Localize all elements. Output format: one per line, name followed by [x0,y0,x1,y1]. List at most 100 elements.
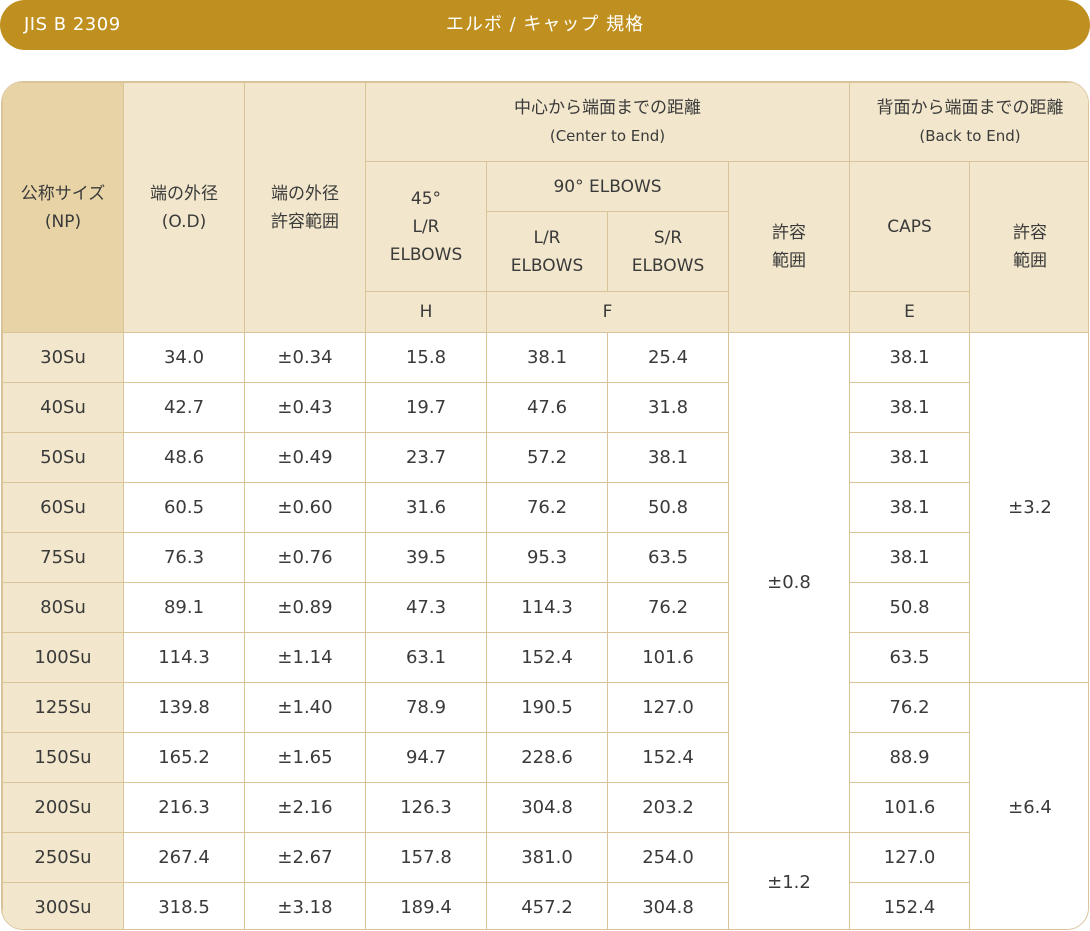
e-cell: 101.6 [849,782,970,833]
header-outer-diameter: 端の外径 (O.D) [123,82,245,333]
header-90-sr-elbows: S/R ELBOWS [607,211,729,292]
h-cell: 126.3 [365,782,487,833]
nominal-size-cell: 250Su [2,832,124,883]
e-cell: 50.8 [849,582,970,633]
spec-table-container: 公称サイズ (NP) 端の外径 (O.D) 端の外径 許容範囲 中心から端面までの距離… [1,81,1089,930]
f-sr-cell: 254.0 [607,832,729,883]
f-sr-cell: 50.8 [607,482,729,533]
od-tolerance-cell: ±0.34 [244,332,366,383]
table-row: 80Su 89.1 ±0.89 47.3 114.3 76.2 50.8 [2,582,1089,633]
f-sr-cell: 304.8 [607,882,729,929]
od-tolerance-cell: ±2.67 [244,832,366,883]
f-sr-cell: 63.5 [607,532,729,583]
f-lr-cell: 228.6 [486,732,608,783]
od-tolerance-cell: ±2.16 [244,782,366,833]
table-row: 250Su 267.4 ±2.67 157.8 381.0 254.0 ±1.2… [2,832,1089,929]
nominal-size-cell: 40Su [2,382,124,433]
od-cell: 114.3 [123,632,245,683]
f-lr-cell: 381.0 [486,832,608,883]
header-back-to-end: 背面から端面までの距離 (Back to End) [849,82,1088,162]
standard-code: JIS B 2309 [24,14,121,35]
od-tolerance-cell: ±0.60 [244,482,366,533]
table-row: 200Su 216.3 ±2.16 126.3 304.8 203.2 101.… [2,782,1089,833]
f-lr-cell: 190.5 [486,682,608,733]
f-lr-cell: 47.6 [486,382,608,433]
f-sr-cell: 31.8 [607,382,729,433]
f-lr-cell: 152.4 [486,632,608,683]
od-tolerance-cell: ±1.65 [244,732,366,783]
h-cell: 157.8 [365,832,487,883]
header-od-tolerance: 端の外径 許容範囲 [244,82,366,333]
od-cell: 89.1 [123,582,245,633]
f-sr-cell: 76.2 [607,582,729,633]
nominal-size-cell: 50Su [2,432,124,483]
nominal-size-cell: 30Su [2,332,124,383]
od-cell: 216.3 [123,782,245,833]
center-tolerance-cell: ±0.8 [728,332,850,833]
f-sr-cell: 152.4 [607,732,729,783]
h-cell: 39.5 [365,532,487,583]
e-cell: 127.0 [849,832,970,883]
table-row: 125Su 139.8 ±1.40 78.9 190.5 127.0 76.2 … [2,682,1088,929]
h-cell: 189.4 [365,882,487,929]
header-90-elbows: 90° ELBOWS [486,161,729,212]
f-lr-cell: 304.8 [486,782,608,833]
f-sr-cell: 203.2 [607,782,729,833]
e-cell: 76.2 [849,682,970,733]
f-sr-cell: 25.4 [607,332,729,383]
header-center-to-end: 中心から端面までの距離 (Center to End) [365,82,850,162]
h-cell: 23.7 [365,432,487,483]
header-nominal-size: 公称サイズ (NP) [2,82,124,333]
nominal-size-cell: 300Su [2,882,124,929]
back-tolerance-cell: ±6.4 [969,682,1088,929]
header-center-tolerance: 許容 範囲 [728,161,850,333]
f-lr-cell: 38.1 [486,332,608,383]
e-cell: 63.5 [849,632,970,683]
od-tolerance-cell: ±1.14 [244,632,366,683]
nominal-size-cell: 150Su [2,732,124,783]
nominal-size-cell: 125Su [2,682,124,733]
od-tolerance-cell: ±3.18 [244,882,366,929]
f-lr-cell: 114.3 [486,582,608,633]
table-row: 30Su 34.0 ±0.34 15.8 38.1 25.4 ±0.8 38.1… [2,332,1088,833]
e-cell: 38.1 [849,382,970,433]
title-bar: JIS B 2309 エルボ / キャップ 規格 [0,0,1090,50]
table-row: 75Su 76.3 ±0.76 39.5 95.3 63.5 38.1 [2,532,1089,583]
od-tolerance-cell: ±1.40 [244,682,366,733]
center-tolerance-cell: ±1.2 [728,832,850,929]
od-cell: 267.4 [123,832,245,883]
f-lr-cell: 57.2 [486,432,608,483]
header-caps: CAPS [849,161,970,292]
nominal-size-cell: 75Su [2,532,124,583]
h-cell: 94.7 [365,732,487,783]
header-f: F [486,291,729,333]
table-row: 150Su 165.2 ±1.65 94.7 228.6 152.4 88.9 [2,732,1089,783]
od-cell: 34.0 [123,332,245,383]
e-cell: 88.9 [849,732,970,783]
f-sr-cell: 38.1 [607,432,729,483]
back-tolerance-cell: ±3.2 [969,332,1088,683]
od-tolerance-cell: ±0.49 [244,432,366,483]
nominal-size-cell: 100Su [2,632,124,683]
od-cell: 76.3 [123,532,245,583]
e-cell: 38.1 [849,332,970,383]
h-cell: 78.9 [365,682,487,733]
od-cell: 42.7 [123,382,245,433]
f-lr-cell: 95.3 [486,532,608,583]
e-cell: 38.1 [849,482,970,533]
f-lr-cell: 76.2 [486,482,608,533]
h-cell: 15.8 [365,332,487,383]
od-cell: 318.5 [123,882,245,929]
od-cell: 165.2 [123,732,245,783]
h-cell: 31.6 [365,482,487,533]
table-row: 40Su 42.7 ±0.43 19.7 47.6 31.8 38.1 [2,382,1089,433]
od-cell: 48.6 [123,432,245,483]
spec-table: 公称サイズ (NP) 端の外径 (O.D) 端の外径 許容範囲 中心から端面までの距離… [2,82,1089,929]
table-row: 60Su 60.5 ±0.60 31.6 76.2 50.8 38.1 [2,482,1089,533]
f-sr-cell: 127.0 [607,682,729,733]
e-cell: 38.1 [849,532,970,583]
header-back-tolerance: 許容 範囲 [969,161,1088,333]
h-cell: 47.3 [365,582,487,633]
od-cell: 139.8 [123,682,245,733]
h-cell: 19.7 [365,382,487,433]
